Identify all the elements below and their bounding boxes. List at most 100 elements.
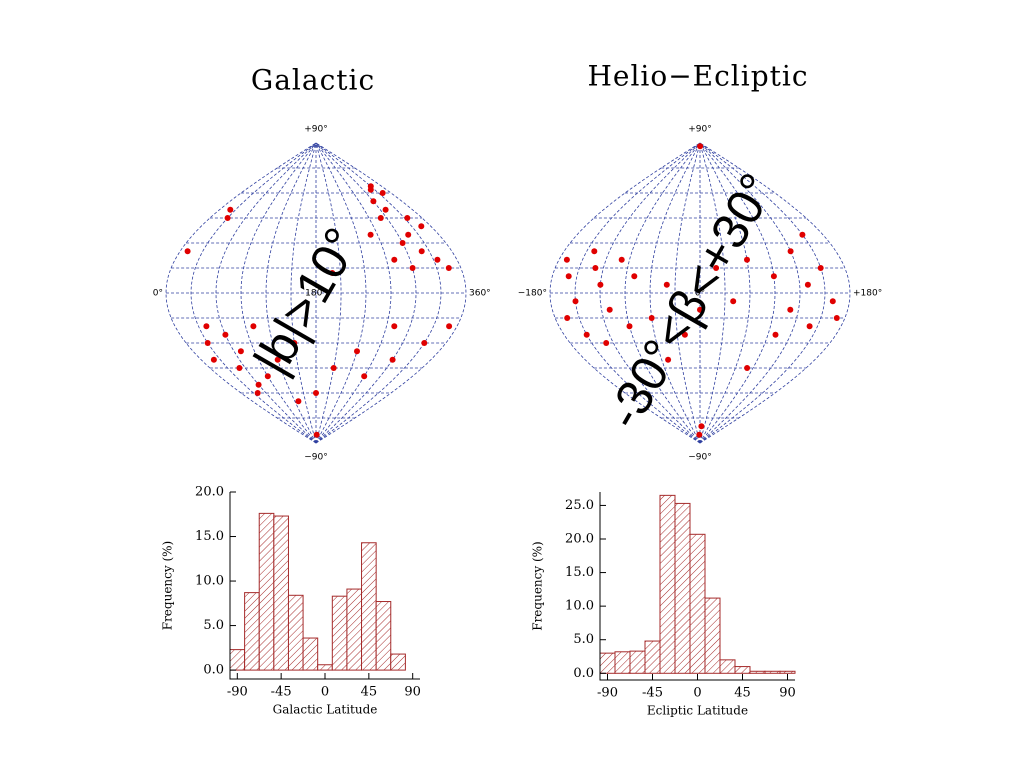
source-point xyxy=(313,431,320,438)
y-tick-label: 5.0 xyxy=(573,632,594,647)
x-tick-label: 45 xyxy=(361,685,378,700)
source-point xyxy=(389,356,396,363)
x-tick-label: -90 xyxy=(227,685,248,700)
histogram-bar xyxy=(302,637,319,671)
source-point xyxy=(354,348,360,355)
histogram-bar xyxy=(273,515,289,671)
source-point xyxy=(237,348,244,355)
histogram-bar xyxy=(719,659,736,674)
source-point xyxy=(772,331,779,338)
y-tick-label: 15.0 xyxy=(565,565,594,580)
source-point xyxy=(697,143,704,150)
histogram-bar xyxy=(331,595,348,671)
histogram-bar xyxy=(258,512,275,671)
lat-label: +90° xyxy=(304,125,328,135)
source-point xyxy=(313,390,319,396)
map-title: Galactic xyxy=(251,64,375,97)
source-point xyxy=(210,356,217,363)
y-tick-label: 20.0 xyxy=(565,532,594,547)
y-tick-label: 0.0 xyxy=(573,666,594,681)
source-point xyxy=(833,315,840,321)
source-point xyxy=(203,323,210,330)
histogram-bar xyxy=(674,502,691,674)
lon-label: 0° xyxy=(153,289,163,299)
histogram-bar xyxy=(390,653,406,671)
source-point xyxy=(603,340,610,346)
source-point xyxy=(367,231,374,238)
x-tick-label: -45 xyxy=(642,686,663,701)
source-point xyxy=(829,298,836,305)
x-tick-label: 45 xyxy=(734,686,751,701)
y-tick-label: 0.0 xyxy=(203,663,224,678)
source-point xyxy=(222,331,229,338)
source-point xyxy=(564,315,571,321)
y-axis-label: Frequency (%) xyxy=(531,541,545,630)
source-point xyxy=(446,323,453,330)
source-point xyxy=(744,365,751,371)
source-point xyxy=(648,315,655,321)
source-point xyxy=(418,223,425,230)
source-point xyxy=(597,281,604,288)
histogram-bar xyxy=(244,592,260,671)
source-point xyxy=(572,298,579,305)
histogram-bar xyxy=(764,670,781,674)
y-tick-label: 25.0 xyxy=(565,498,594,513)
histogram-bar xyxy=(779,670,796,674)
histogram-bar xyxy=(361,542,377,671)
y-axis-label: Frequency (%) xyxy=(161,541,175,630)
lat-label: +90° xyxy=(688,125,712,135)
y-tick-label: 10.0 xyxy=(195,574,224,589)
histogram-bar xyxy=(229,649,246,671)
source-point xyxy=(377,215,384,221)
source-point xyxy=(770,273,777,280)
source-point xyxy=(799,231,806,238)
source-point xyxy=(254,390,261,396)
source-point xyxy=(817,265,824,271)
source-point xyxy=(787,248,794,255)
lon-label: 360° xyxy=(469,289,491,299)
lon-label: +180° xyxy=(853,289,882,299)
map-title: Helio−Ecliptic xyxy=(587,60,808,93)
source-point xyxy=(806,323,813,330)
source-point xyxy=(329,270,336,276)
histogram-bar xyxy=(599,652,616,674)
x-tick-label: 0 xyxy=(321,685,329,700)
lon-label: 180° xyxy=(305,289,327,299)
lat-label: −90° xyxy=(688,453,712,463)
histogram-bar xyxy=(629,650,646,674)
x-tick-label: -90 xyxy=(597,686,618,701)
source-point xyxy=(681,331,688,338)
source-point xyxy=(330,365,337,371)
source-point xyxy=(399,240,406,246)
source-point xyxy=(565,273,572,280)
source-point xyxy=(295,398,302,405)
source-point xyxy=(274,356,281,363)
source-point xyxy=(370,198,377,205)
source-point xyxy=(730,298,737,305)
source-point xyxy=(787,306,794,313)
source-point xyxy=(418,248,425,255)
source-point xyxy=(255,381,262,388)
x-tick-label: 90 xyxy=(779,686,796,701)
histogram-bar xyxy=(375,601,392,671)
source-point xyxy=(204,340,211,346)
source-point xyxy=(804,281,811,288)
source-point xyxy=(713,265,720,271)
source-point xyxy=(391,323,398,330)
source-point xyxy=(421,340,428,346)
source-point xyxy=(445,265,452,271)
source-point xyxy=(697,306,703,313)
source-point xyxy=(663,281,670,288)
x-axis-label: Galactic Latitude xyxy=(273,703,378,717)
source-point xyxy=(367,186,374,193)
map-outline xyxy=(315,142,467,444)
source-point xyxy=(665,356,672,363)
source-point xyxy=(224,215,231,221)
histogram-bar xyxy=(346,588,363,671)
source-point xyxy=(626,323,633,330)
histogram-bar xyxy=(287,594,304,671)
histogram-bar xyxy=(734,666,751,674)
source-point xyxy=(405,231,412,238)
y-tick-label: 5.0 xyxy=(203,618,224,633)
